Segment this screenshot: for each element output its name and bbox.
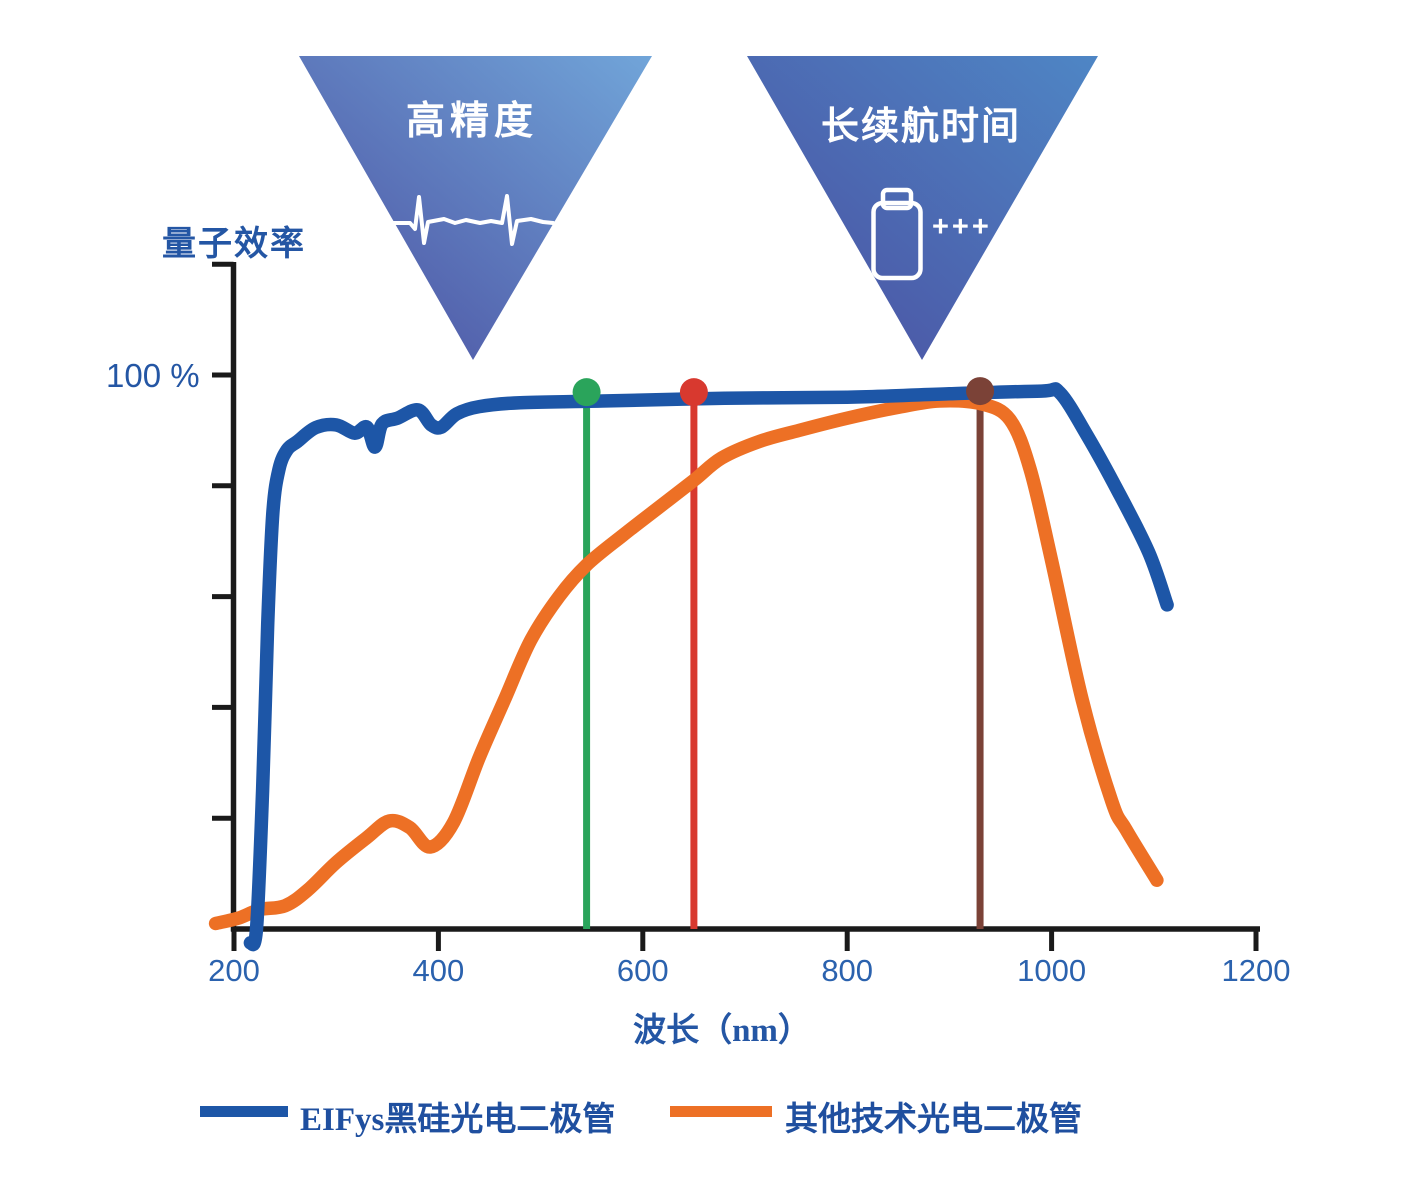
marker-dot-650nm <box>679 378 708 407</box>
x-tick-label: 800 <box>821 953 874 988</box>
legend-label-eifys: EIFys黑硅光电二极管 <box>300 1102 616 1138</box>
x-axis-title: 波长（nm） <box>633 1013 811 1049</box>
marker-dot-545nm <box>572 378 601 407</box>
x-axis-ticks <box>231 929 1259 951</box>
precision-callout-triangle <box>299 56 652 360</box>
axes <box>230 262 1260 932</box>
y-axis-ticks <box>212 261 234 821</box>
battery-life-callout-label: 长续航时间 <box>820 106 1022 148</box>
legend-swatch-eifys <box>200 1106 288 1117</box>
x-tick-label: 200 <box>208 953 260 988</box>
x-tick-label: 1200 <box>1221 953 1291 988</box>
x-tick-label: 1000 <box>1017 953 1087 988</box>
legend-label-other-tech: 其他技术光电二极管 <box>785 1102 1082 1138</box>
ecg-waveform-icon <box>391 194 555 246</box>
wavelength-marker-dots <box>572 377 995 407</box>
battery-plus-text: +++ <box>932 211 992 243</box>
legend-swatch-other-tech <box>670 1106 772 1117</box>
other-tech-photodiode-curve <box>208 394 1164 931</box>
battery-icon <box>871 187 923 281</box>
marker-dot-930nm <box>966 377 995 406</box>
battery-life-callout-triangle <box>747 56 1098 360</box>
precision-callout-label: 高精度 <box>405 100 539 143</box>
x-tick-label: 400 <box>412 953 465 988</box>
eifys-black-silicon-curve <box>243 382 1174 952</box>
y-tick-label-100: 100 % <box>106 357 200 394</box>
y-axis-title: 量子效率 <box>162 226 306 263</box>
x-tick-label: 600 <box>616 953 669 988</box>
wavelength-marker-lines <box>583 391 984 929</box>
